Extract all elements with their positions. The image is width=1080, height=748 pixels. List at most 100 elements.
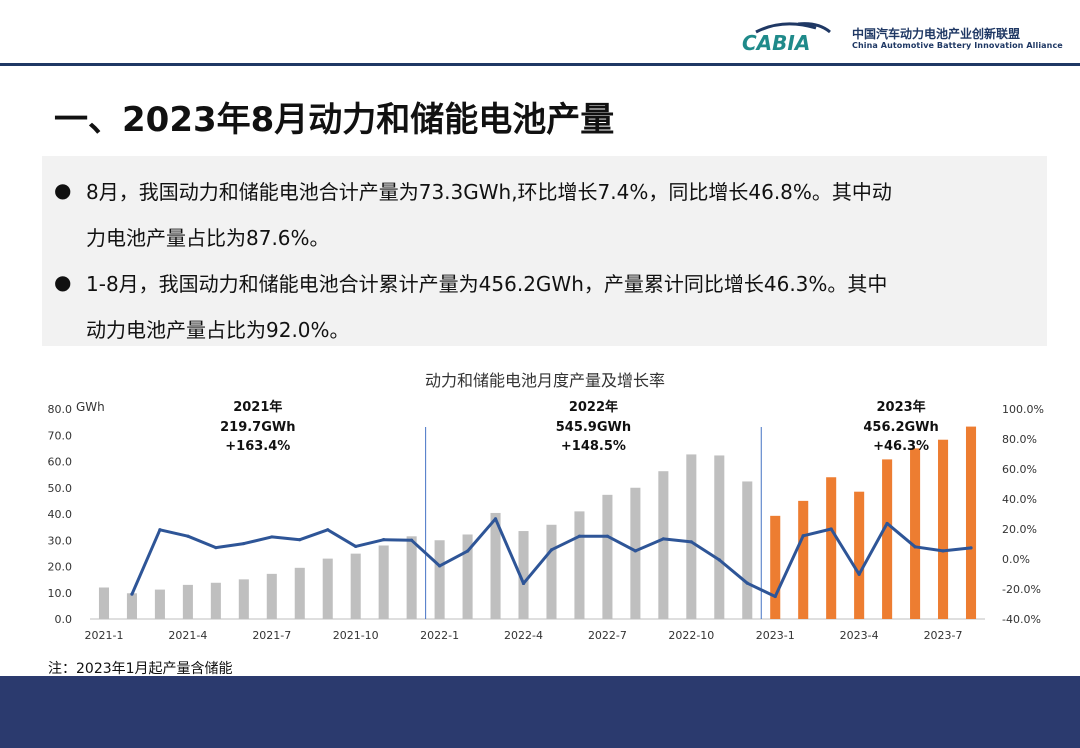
x-tick-label: 2022-7 (588, 629, 627, 642)
y2-tick-label: 60.0% (1002, 463, 1037, 476)
production-bar (938, 439, 949, 619)
growth-rate-point (465, 549, 470, 553)
growth-rate-point (354, 544, 358, 548)
y2-tick-label: 100.0% (1002, 403, 1044, 416)
growth-rate-point (242, 541, 246, 546)
growth-rate-point (214, 546, 218, 550)
production-bar (742, 481, 753, 619)
y-tick-label: 80.0 (48, 403, 73, 416)
production-bar (294, 567, 305, 619)
y2-tick-label: -40.0% (1002, 613, 1041, 626)
growth-rate-point (773, 594, 777, 599)
production-bar (406, 536, 417, 619)
production-bar (798, 500, 809, 619)
annotation-growth: +46.3% (873, 439, 929, 454)
bullet-icon: ● (54, 178, 72, 202)
x-tick-label: 2021-4 (168, 629, 207, 642)
x-tick-label: 2021-1 (85, 629, 124, 642)
y-tick-label: 30.0 (48, 534, 73, 547)
summary-box: ● 8月，我国动力和储能电池合计产量为73.3GWh,环比增长7.4%，同比增长… (42, 156, 1047, 346)
growth-rate-point (493, 517, 498, 521)
growth-rate-point (857, 572, 861, 576)
production-bar (182, 584, 193, 619)
production-bar (546, 524, 557, 619)
x-tick-label: 2022-10 (668, 629, 714, 642)
annotation-total: 456.2GWh (863, 420, 938, 435)
production-bar (210, 582, 221, 619)
x-tick-label: 2023-7 (924, 629, 963, 642)
growth-rate-point (158, 528, 162, 532)
annotation-growth: +163.4% (225, 439, 290, 454)
growth-rate-point (549, 548, 554, 552)
annotation-growth: +148.5% (561, 439, 626, 454)
production-bar (686, 454, 697, 619)
bullet-1-line-2: 力电池产量占比为87.6%。 (86, 226, 330, 250)
page-footer (0, 676, 1080, 748)
growth-rate-point (941, 549, 945, 553)
growth-rate-point (633, 549, 637, 553)
production-bar (266, 573, 277, 619)
x-tick-label: 2022-4 (504, 629, 543, 642)
production-bar (854, 491, 865, 619)
growth-rate-point (382, 538, 386, 542)
x-tick-label: 2023-1 (756, 629, 795, 642)
production-bar (602, 494, 613, 619)
x-tick-label: 2021-7 (252, 629, 291, 642)
cabia-logo-icon: CABIA (742, 22, 831, 55)
production-bar (882, 459, 893, 619)
page-title: 一、2023年8月动力和储能电池产量 (54, 100, 615, 140)
y-tick-label: 70.0 (48, 429, 73, 442)
production-bar (434, 540, 445, 619)
y-tick-label: 10.0 (48, 587, 73, 600)
growth-rate-point (521, 581, 526, 586)
growth-rate-point (885, 521, 889, 526)
growth-rate-point (801, 534, 805, 538)
chart-footnote: 注：2023年1月起产量含储能 (48, 661, 233, 677)
production-bar (658, 471, 669, 619)
growth-rate-point (410, 538, 414, 542)
growth-rate-point (186, 534, 190, 538)
production-bar (322, 558, 333, 619)
logo-text: CABIA (742, 31, 810, 55)
growth-rate-point (829, 527, 833, 531)
growth-rate-point (130, 592, 134, 596)
x-tick-label: 2021-10 (333, 629, 379, 642)
y-tick-label: 0.0 (55, 613, 73, 626)
bullet-1-line-1: 8月，我国动力和储能电池合计产量为73.3GWh,环比增长7.4%，同比增长46… (86, 180, 892, 204)
growth-rate-point (326, 528, 330, 532)
production-bar (518, 531, 529, 619)
production-bar (462, 534, 473, 619)
annotation-year: 2023年 (877, 399, 926, 415)
growth-rate-point (605, 534, 610, 538)
growth-rate-point (913, 545, 917, 549)
growth-rate-point (270, 535, 274, 539)
growth-rate-point (969, 546, 973, 550)
chart-title: 动力和储能电池月度产量及增长率 (425, 371, 665, 390)
bullet-icon: ● (54, 270, 72, 294)
annotation-year: 2021年 (233, 399, 282, 415)
y-tick-label: 50.0 (48, 482, 73, 495)
header-divider (0, 63, 1080, 66)
growth-rate-point (717, 558, 721, 562)
y-tick-label: 40.0 (48, 508, 73, 521)
production-bar (126, 593, 137, 619)
y2-tick-label: 80.0% (1002, 433, 1037, 446)
production-bar (826, 477, 837, 619)
bullet-2-line-1: 1-8月，我国动力和储能电池合计累计产量为456.2GWh，产量累计同比增长46… (86, 272, 888, 296)
production-bar (154, 589, 165, 619)
y2-tick-label: 40.0% (1002, 493, 1037, 506)
production-chart: 动力和储能电池月度产量及增长率 GWh 80.0 70.0 60.0 50.0 40.0… (40, 362, 1050, 662)
production-bar (770, 515, 781, 619)
y-axis-unit: GWh (76, 400, 105, 414)
production-bar (910, 448, 921, 619)
x-tick-label: 2022-1 (420, 629, 459, 642)
bullet-2-line-2: 动力电池产量占比为92.0%。 (86, 318, 350, 342)
growth-rate-point (689, 540, 693, 544)
org-name-en: China Automotive Battery Innovation Alli… (852, 41, 1063, 50)
growth-rate-point (745, 581, 749, 585)
org-name-cn: 中国汽车动力电池产业创新联盟 (852, 27, 1021, 41)
production-bar (98, 587, 110, 619)
production-bar (630, 487, 641, 619)
annotation-year: 2022年 (569, 399, 618, 415)
chart-svg: 动力和储能电池月度产量及增长率 GWh 80.0 70.0 60.0 50.0 40.0… (48, 371, 1044, 642)
